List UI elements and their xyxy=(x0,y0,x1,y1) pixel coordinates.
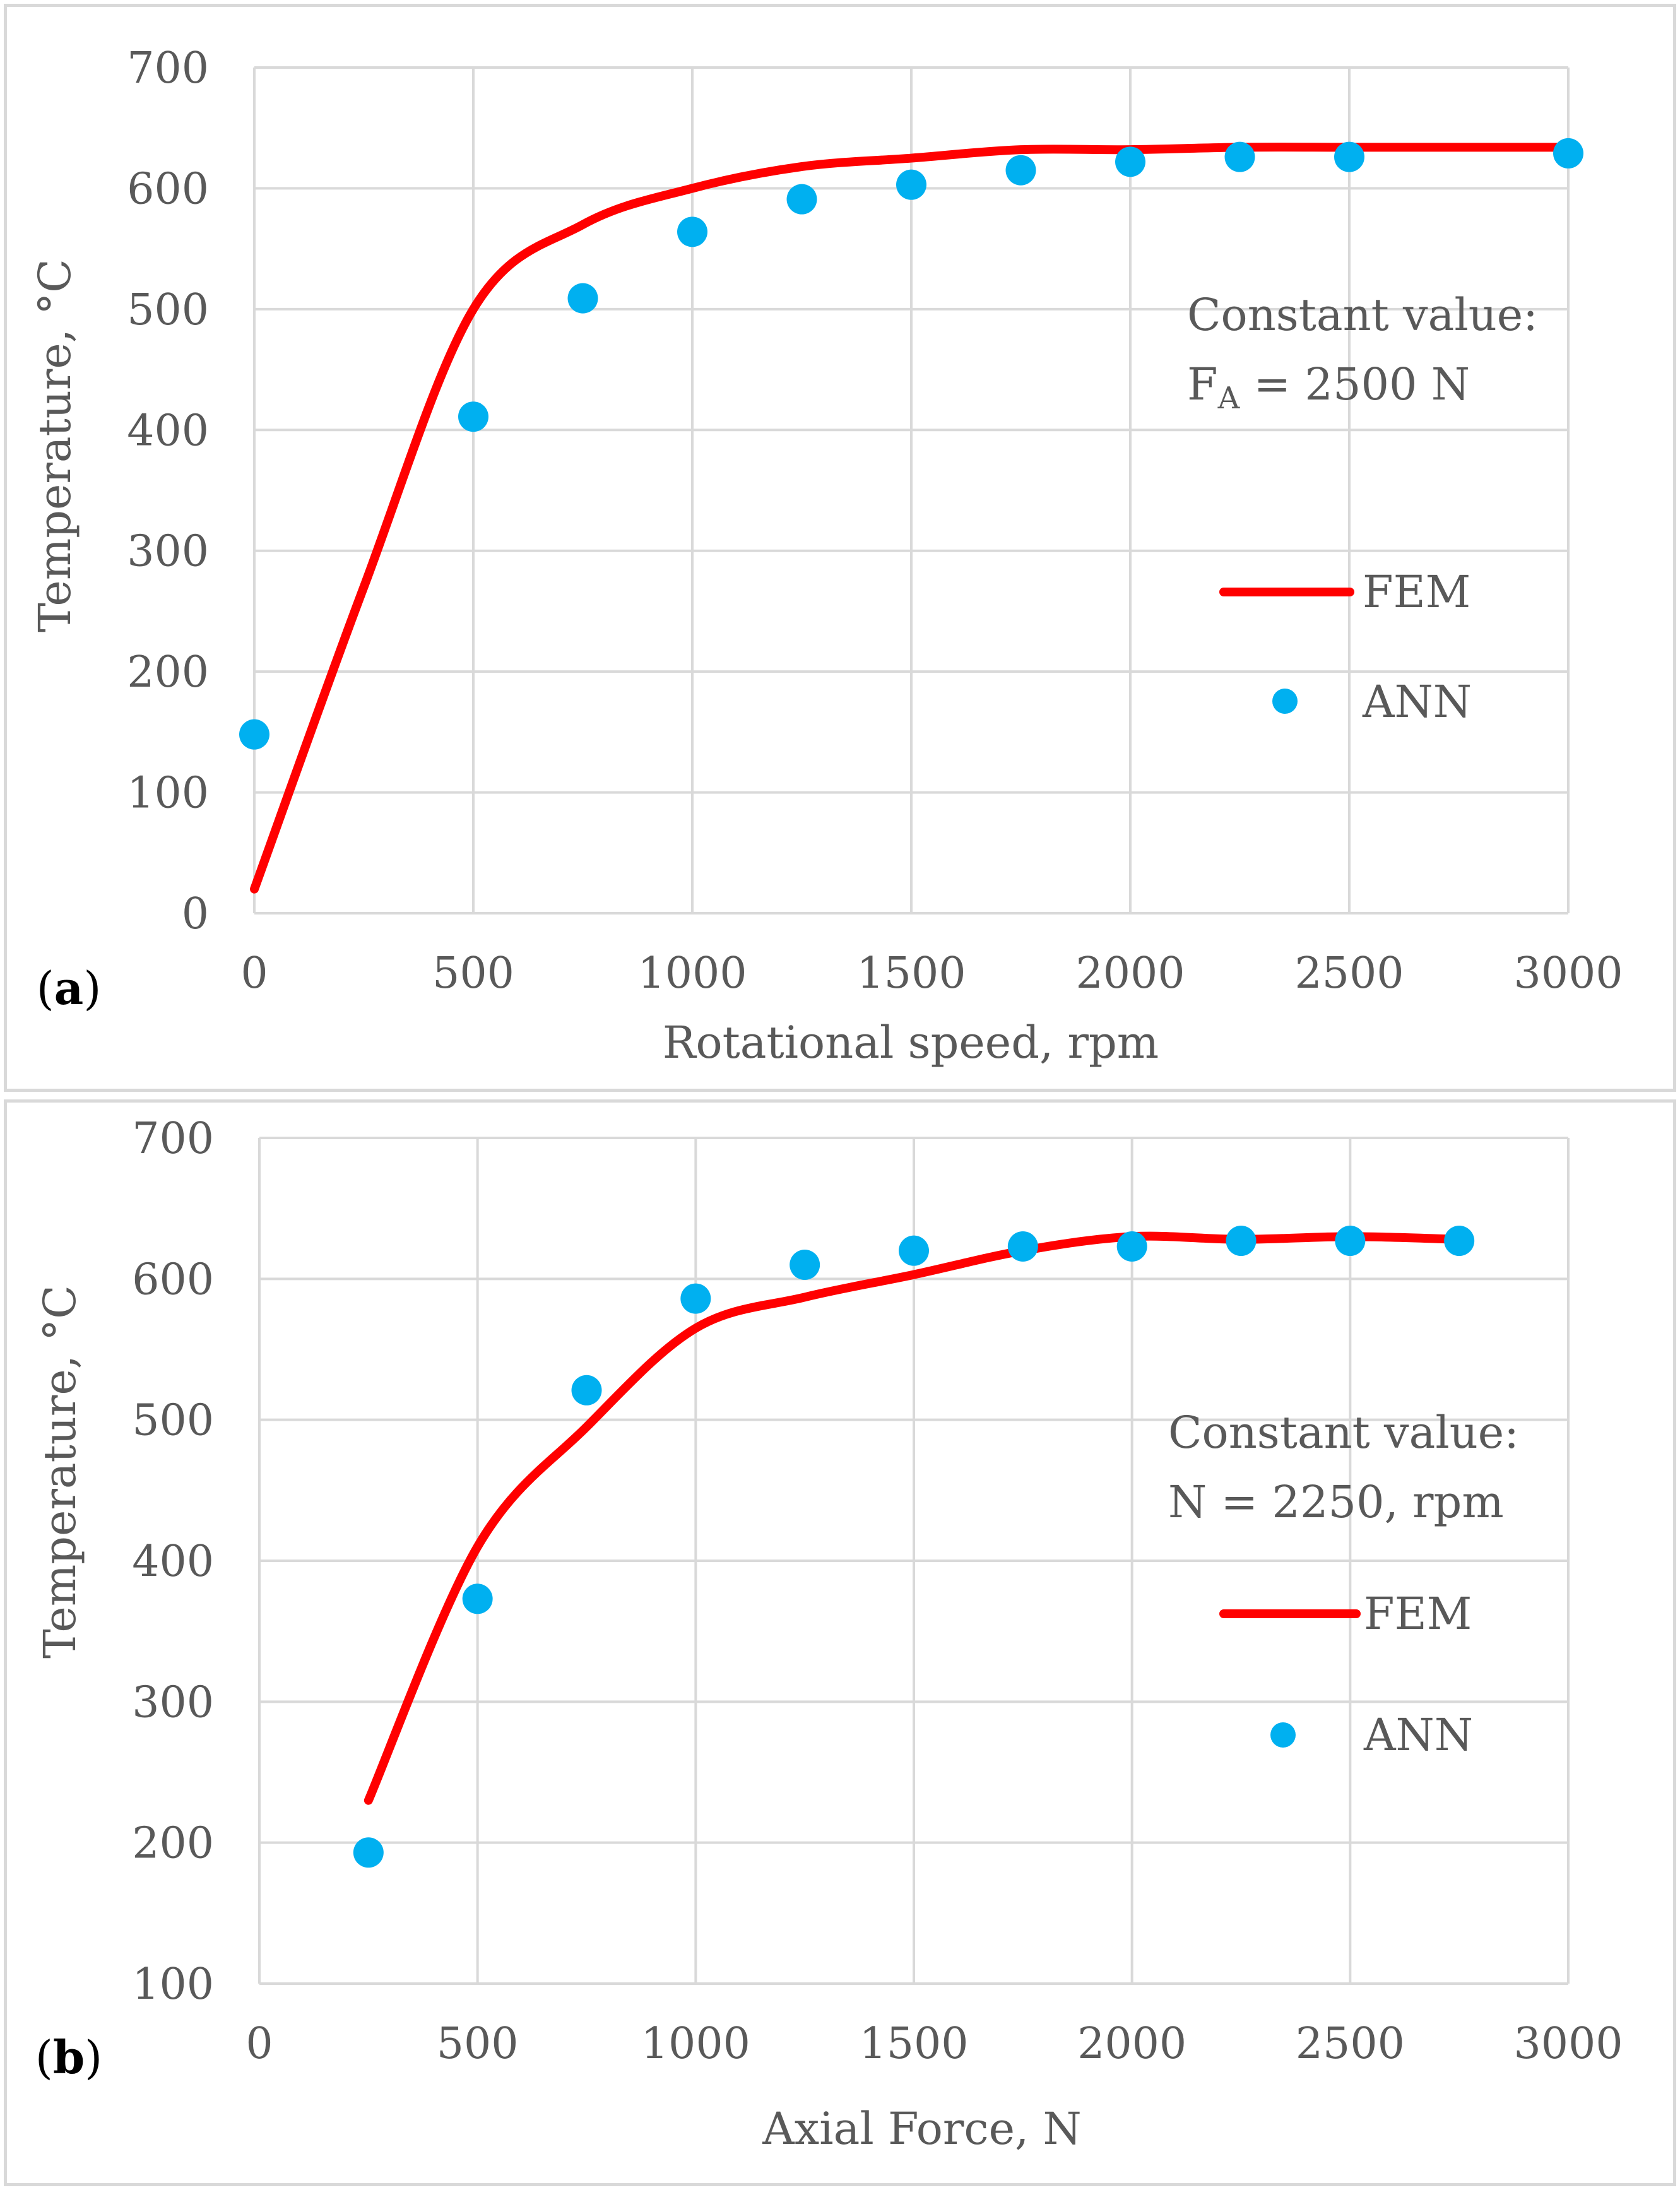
ann-point xyxy=(458,401,488,432)
x-ticks-a: 0 500 1000 1500 2000 2500 3000 xyxy=(240,949,1623,998)
x-tick-label: 500 xyxy=(432,949,514,998)
x-axis-title-b: Axial Force, N xyxy=(762,2103,1082,2155)
y-tick-label: 700 xyxy=(127,44,209,93)
y-axis-title-a: Temperature, °C xyxy=(29,259,81,632)
x-tick-label: 1500 xyxy=(856,949,966,998)
y-tick-label: 600 xyxy=(132,1255,214,1305)
panel-label-b: (b) xyxy=(35,2030,103,2084)
x-tick-label: 2500 xyxy=(1294,949,1404,998)
ann-point xyxy=(1335,1226,1366,1257)
x-tick-label: 1000 xyxy=(641,2019,750,2069)
ann-point xyxy=(462,1583,493,1614)
fem-series-b xyxy=(364,1231,1464,1805)
y-tick-label: 100 xyxy=(132,1960,214,2009)
y-tick-label: 200 xyxy=(132,1819,214,1869)
constant-value-label-a: Constant value: xyxy=(1187,289,1538,341)
x-tick-label: 500 xyxy=(437,2019,519,2069)
x-tick-label: 1000 xyxy=(637,949,747,998)
ann-point xyxy=(1553,138,1583,169)
constant-value-a: FA = 2500 N xyxy=(1187,358,1470,416)
x-tick-label: 2000 xyxy=(1075,949,1185,998)
legend-fem-label-a: FEM xyxy=(1363,566,1470,618)
x-tick-label: 2500 xyxy=(1296,2019,1405,2069)
y-tick-label: 400 xyxy=(132,1537,214,1587)
legend-fem-label-b: FEM xyxy=(1364,1588,1472,1640)
ann-point xyxy=(1116,1231,1147,1262)
y-tick-label: 300 xyxy=(127,527,209,577)
chart-a: 0 100 200 300 400 500 600 700 0 500 1000 1500 2000 2… xyxy=(29,44,1623,1068)
ann-point xyxy=(1226,1226,1257,1257)
y-tick-label: 300 xyxy=(132,1678,214,1727)
chart-panel-a: 0 100 200 300 400 500 600 700 0 500 1000 1500 2000 2… xyxy=(4,4,1676,1092)
legend-ann-marker-b xyxy=(1270,1722,1296,1748)
ann-point xyxy=(1334,141,1364,172)
constant-value-b: N = 2250, rpm xyxy=(1168,1476,1504,1528)
fem-series-a xyxy=(250,143,1573,894)
y-tick-label: 600 xyxy=(127,164,209,214)
legend-ann-label-a: ANN xyxy=(1362,676,1472,728)
ann-point xyxy=(896,169,926,200)
x-tick-label: 0 xyxy=(245,2019,273,2069)
ann-point xyxy=(571,1375,602,1406)
ann-point xyxy=(1224,141,1255,172)
fem-line xyxy=(250,143,1573,894)
legend-a: FEM ANN xyxy=(1219,566,1472,728)
ann-series-b xyxy=(353,1226,1475,1868)
ann-point xyxy=(1005,155,1036,186)
ann-point xyxy=(1007,1231,1038,1262)
y-tick-label: 500 xyxy=(127,285,209,335)
ann-point xyxy=(353,1837,384,1868)
ann-point xyxy=(790,1250,820,1280)
x-tick-label: 1500 xyxy=(859,2019,968,2069)
x-tick-label: 0 xyxy=(240,949,268,998)
x-tick-label: 2000 xyxy=(1077,2019,1186,2069)
ann-point xyxy=(786,184,817,215)
ann-point xyxy=(567,283,598,314)
y-ticks-b: 100 200 300 400 500 600 700 xyxy=(132,1114,214,2009)
legend-ann-label-b: ANN xyxy=(1363,1709,1473,1761)
chart-b: 100 200 300 400 500 600 700 0 500 1000 1500 2000 25… xyxy=(34,1114,1623,2155)
panel-label-a: (a) xyxy=(37,961,102,1015)
ann-point xyxy=(1115,146,1145,177)
y-tick-label: 700 xyxy=(132,1114,214,1164)
y-tick-label: 500 xyxy=(132,1396,214,1446)
x-tick-label: 3000 xyxy=(1513,2019,1623,2069)
ann-series-a xyxy=(239,138,1583,750)
legend-ann-marker-a xyxy=(1272,689,1298,714)
y-tick-label: 200 xyxy=(127,648,209,697)
ann-point xyxy=(1444,1226,1475,1257)
ann-point xyxy=(680,1283,711,1314)
x-ticks-b: 0 500 1000 1500 2000 2500 3000 xyxy=(245,2019,1623,2069)
y-ticks-a: 0 100 200 300 400 500 600 700 xyxy=(127,44,209,939)
x-tick-label: 3000 xyxy=(1513,949,1623,998)
legend-b: FEM ANN xyxy=(1219,1588,1473,1761)
y-tick-label: 0 xyxy=(182,889,209,939)
y-tick-label: 100 xyxy=(127,769,209,819)
x-axis-title-a: Rotational speed, rpm xyxy=(663,1017,1159,1068)
y-axis-title-b: Temperature, °C xyxy=(34,1285,86,1659)
ann-point xyxy=(899,1235,929,1266)
ann-point xyxy=(239,719,269,750)
fem-line xyxy=(364,1231,1464,1805)
chart-panel-b: 100 200 300 400 500 600 700 0 500 1000 1500 2000 25… xyxy=(4,1099,1676,2186)
ann-point xyxy=(677,216,707,247)
constant-value-label-b: Constant value: xyxy=(1168,1407,1519,1459)
y-tick-label: 400 xyxy=(127,406,209,456)
